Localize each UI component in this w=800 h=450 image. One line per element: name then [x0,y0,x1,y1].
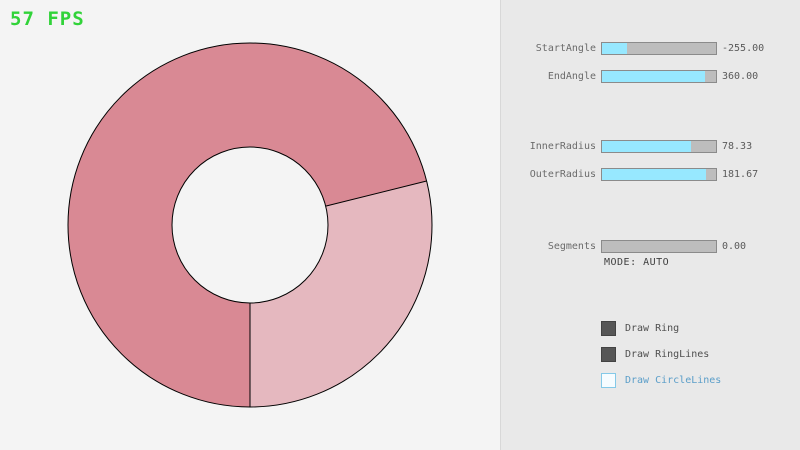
fps-counter: 57 FPS [10,8,85,30]
endangle-slider-fill [602,70,705,82]
draw-ring-row: Draw Ring [601,320,679,336]
draw-ringlines-checkbox[interactable] [601,346,616,362]
draw-ringlines-label: Draw RingLines [625,348,710,360]
outerradius-value: 181.67 [722,168,759,180]
ring-light-sector [250,180,432,407]
innerradius-label: InnerRadius [529,140,596,152]
innerradius-slider-fill [602,140,692,152]
endangle-slider[interactable] [601,69,717,83]
draw-circlelines-label: Draw CircleLines [625,374,722,386]
innerradius-value: 78.33 [722,140,753,152]
startangle-row: StartAngle -255.00 [501,41,764,55]
draw-ringlines-row: Draw RingLines [601,346,709,362]
draw-circlelines-checkbox[interactable] [601,372,616,388]
endangle-value: 360.00 [722,70,759,82]
outerradius-label: OuterRadius [529,168,596,180]
segments-slider[interactable] [601,239,717,253]
ring-chart [67,42,433,408]
draw-circlelines-row: Draw CircleLines [601,372,721,388]
endangle-label: EndAngle [547,70,596,82]
outerradius-row: OuterRadius 181.67 [501,167,758,181]
startangle-value: -255.00 [722,42,765,54]
segments-label: Segments [547,240,596,252]
control-panel: StartAngle -255.00 EndAngle 360.00 Inner… [500,0,800,450]
ring-boundary-line-start [325,180,427,207]
startangle-label: StartAngle [535,42,596,54]
startangle-slider[interactable] [601,41,717,55]
draw-ring-checkbox[interactable] [601,320,616,336]
innerradius-row: InnerRadius 78.33 [501,139,752,153]
draw-ring-label: Draw Ring [625,322,680,334]
innerradius-slider[interactable] [601,139,717,153]
segments-row: Segments 0.00 [501,239,746,253]
startangle-slider-fill [602,42,627,54]
outerradius-slider-fill [602,168,706,180]
endangle-row: EndAngle 360.00 [501,69,758,83]
outerradius-slider[interactable] [601,167,717,181]
segments-mode-text: MODE: AUTO [604,257,670,268]
segments-value: 0.00 [722,240,747,252]
ring-inner-outline [171,146,329,304]
